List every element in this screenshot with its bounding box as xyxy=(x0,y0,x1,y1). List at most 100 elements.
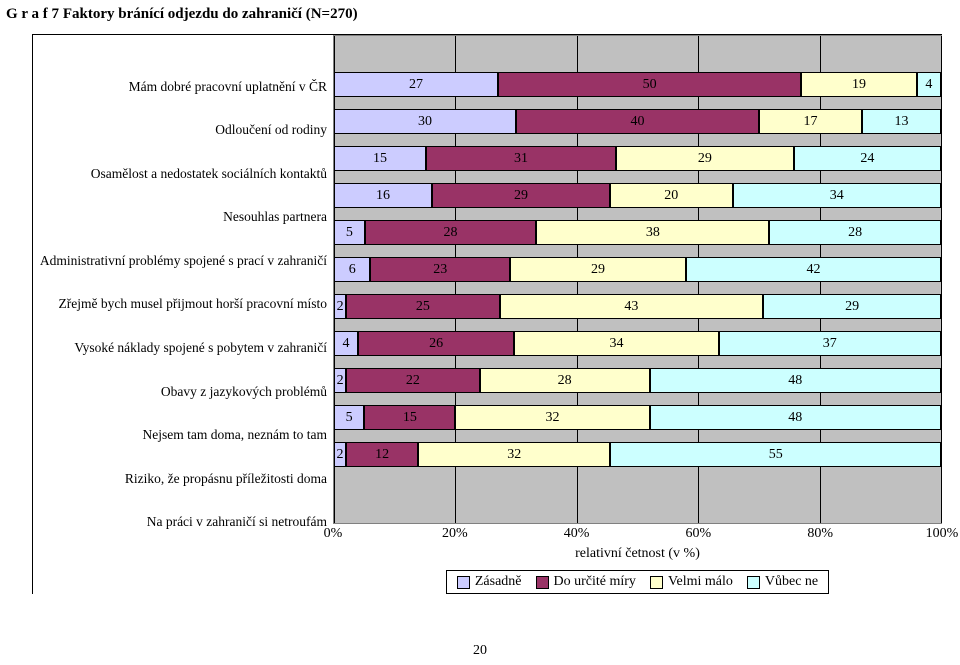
bar-segment: 15 xyxy=(364,405,455,429)
stacked-bar: 5283828 xyxy=(334,220,941,244)
bar-row: 5283828 xyxy=(334,214,941,251)
segment-value: 32 xyxy=(505,447,523,463)
legend-item: Vůbec ne xyxy=(747,574,818,590)
bar-segment: 24 xyxy=(794,146,941,170)
segment-value: 2 xyxy=(335,373,346,389)
bar-segment: 31 xyxy=(426,146,616,170)
bar-segment: 13 xyxy=(862,109,941,133)
legend-swatch xyxy=(747,576,760,589)
bar-segment: 5 xyxy=(334,220,365,244)
segment-value: 5 xyxy=(344,410,355,426)
segment-value: 28 xyxy=(556,373,574,389)
segment-value: 34 xyxy=(828,188,846,204)
segment-value: 29 xyxy=(589,262,607,278)
x-axis-title: relativní četnost (v %) xyxy=(575,546,700,562)
bar-segment: 29 xyxy=(763,294,941,318)
legend-item: Do určité míry xyxy=(536,574,636,590)
bar-segment: 55 xyxy=(610,442,941,466)
segment-value: 22 xyxy=(404,373,422,389)
category-label: Na práci v zahraničí si netroufám xyxy=(33,500,333,544)
category-label: Riziko, že propásnu příležitosti doma xyxy=(33,457,333,501)
segment-value: 20 xyxy=(662,188,680,204)
segment-value: 2 xyxy=(335,299,346,315)
bar-segment: 30 xyxy=(334,109,516,133)
stacked-bar: 4263437 xyxy=(334,331,941,355)
segment-value: 29 xyxy=(696,151,714,167)
segment-value: 4 xyxy=(923,77,934,93)
bar-segment: 29 xyxy=(510,257,686,281)
plot-area: 2750194304017131531292416292034528382862… xyxy=(333,35,942,524)
segment-value: 19 xyxy=(850,77,868,93)
segment-value: 24 xyxy=(858,151,876,167)
segment-value: 42 xyxy=(805,262,823,278)
bar-segment: 29 xyxy=(432,183,610,207)
segment-value: 48 xyxy=(786,410,804,426)
segment-value: 27 xyxy=(407,77,425,93)
x-tick-label: 80% xyxy=(807,526,833,542)
bar-row: 2222848 xyxy=(334,362,941,399)
segment-value: 16 xyxy=(374,188,392,204)
category-label: Administrativní problémy spojené s prací… xyxy=(33,239,333,283)
segment-value: 4 xyxy=(341,336,352,352)
stacked-bar: 6 23 29 42 xyxy=(334,257,941,281)
category-label: Nesouhlas partnera xyxy=(33,196,333,240)
bar-row: 6 23 29 42 xyxy=(334,251,941,288)
stacked-bar: 2750194 xyxy=(334,72,941,96)
bar-segment: 37 xyxy=(719,331,941,355)
legend-label: Zásadně xyxy=(475,574,522,590)
segment-value: 29 xyxy=(843,299,861,315)
segment-value: 37 xyxy=(821,336,839,352)
segment-value: 15 xyxy=(371,151,389,167)
bar-row: 16 29 20 34 xyxy=(334,177,941,214)
stacked-bar: 15 31 29 24 xyxy=(334,146,941,170)
bar-segment: 20 xyxy=(610,183,733,207)
x-tick-label: 40% xyxy=(564,526,590,542)
bar-row: 2 12 32 55 xyxy=(334,436,941,473)
bar-row: 5 15 32 48 xyxy=(334,399,941,436)
legend-label: Velmi málo xyxy=(668,574,733,590)
category-label: Vysoké náklady spojené s pobytem v zahra… xyxy=(33,326,333,370)
bars: 2750194304017131531292416292034528382862… xyxy=(334,36,941,523)
legend-swatch xyxy=(457,576,470,589)
segment-value: 23 xyxy=(431,262,449,278)
bar-segment: 32 xyxy=(418,442,610,466)
bar-row: 30401713 xyxy=(334,103,941,140)
legend-swatch xyxy=(536,576,549,589)
segment-value: 26 xyxy=(427,336,445,352)
segment-value: 32 xyxy=(544,410,562,426)
bar-row: 225 43 29 xyxy=(334,288,941,325)
bar-segment: 12 xyxy=(346,442,418,466)
title-rest: Faktory bránící odjezdu do zahraničí (N=… xyxy=(59,6,358,22)
bar-segment: 25 xyxy=(346,294,499,318)
category-label: Odloučení od rodiny xyxy=(33,109,333,153)
segment-value: 31 xyxy=(512,151,530,167)
legend-swatch xyxy=(650,576,663,589)
segment-value: 12 xyxy=(373,447,391,463)
legend-label: Vůbec ne xyxy=(765,574,818,590)
x-axis: 0%20%40%60%80%100% xyxy=(333,524,942,546)
bar-segment: 26 xyxy=(358,331,514,355)
category-label: Nejsem tam doma, neznám to tam xyxy=(33,413,333,457)
bar-segment: 2 xyxy=(334,294,346,318)
segment-value: 55 xyxy=(767,447,785,463)
category-label: Obavy z jazykových problémů xyxy=(33,370,333,414)
bar-segment: 28 xyxy=(480,368,650,392)
category-label: Mám dobré pracovní uplatnění v ČR xyxy=(33,65,333,109)
plot-under: relativní četnost (v %) Zásadně Do určité… xyxy=(333,546,942,594)
category-label: Osamělost a nedostatek sociálních kontak… xyxy=(33,152,333,196)
segment-value: 2 xyxy=(335,447,346,463)
bar-segment: 4 xyxy=(917,72,941,96)
stacked-bar: 16 29 20 34 xyxy=(334,183,941,207)
segment-value: 15 xyxy=(401,410,419,426)
x-tick-label: 20% xyxy=(442,526,468,542)
segment-value: 28 xyxy=(846,225,864,241)
bar-segment: 40 xyxy=(516,109,759,133)
page-number: 20 xyxy=(473,643,487,659)
stacked-bar: 30401713 xyxy=(334,109,941,133)
bar-segment: 6 xyxy=(334,257,370,281)
segment-value: 43 xyxy=(622,299,640,315)
bar-segment: 42 xyxy=(686,257,941,281)
x-tick-label: 60% xyxy=(686,526,712,542)
stacked-bar: 2 12 32 55 xyxy=(334,442,941,466)
segment-value: 48 xyxy=(786,373,804,389)
